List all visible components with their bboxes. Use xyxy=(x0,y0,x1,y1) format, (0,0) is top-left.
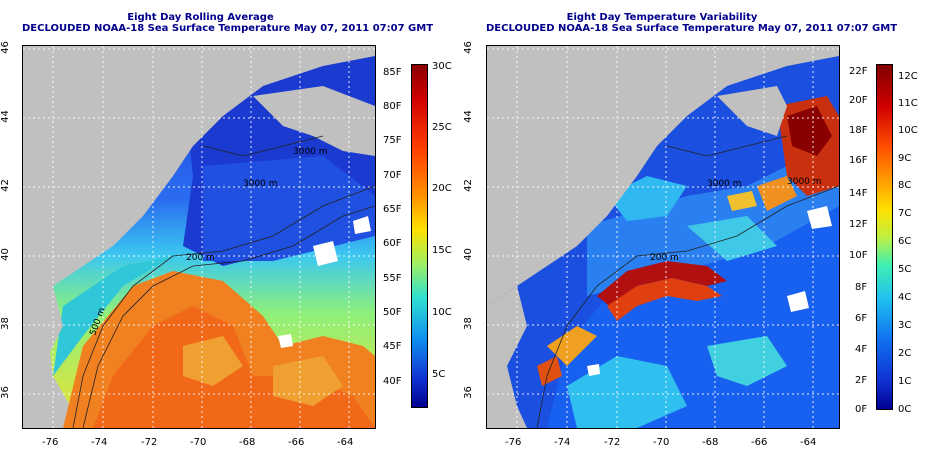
left-cb-f-9: 40F xyxy=(383,376,402,387)
left-cb-c-1: 25C xyxy=(432,122,452,133)
right-cb-c-5: 7C xyxy=(898,208,912,219)
left-title-line1: Eight Day Rolling Average xyxy=(127,12,274,23)
left-contour-3000m-b: 3000 m xyxy=(293,147,328,157)
left-xtick-0: -76 xyxy=(42,437,59,448)
left-cb-f-6: 55F xyxy=(383,273,402,284)
right-ytick-3: 40 xyxy=(462,248,474,261)
left-cb-c-2: 20C xyxy=(432,183,452,194)
right-cb-f-3: 16F xyxy=(849,155,868,166)
right-ytick-1: 44 xyxy=(462,110,474,123)
right-cb-f-4: 14F xyxy=(849,188,868,199)
left-colorbar xyxy=(411,64,428,408)
left-sst-map: 200 m 3000 m 3000 m 500 m xyxy=(22,45,376,429)
right-cb-c-1: 11C xyxy=(898,98,918,109)
right-ytick-0: 46 xyxy=(462,41,474,54)
left-cb-c-3: 15C xyxy=(432,245,452,256)
left-cb-f-0: 85F xyxy=(383,67,402,78)
right-title-line2: DECLOUDED NOAA-18 Sea Surface Temperatur… xyxy=(486,23,898,34)
left-cb-f-3: 70F xyxy=(383,170,402,181)
right-cb-c-11: 1C xyxy=(898,376,912,387)
right-cb-f-8: 6F xyxy=(855,313,868,324)
left-cb-c-0: 30C xyxy=(432,61,452,72)
left-contour-3000m-a: 3000 m xyxy=(243,179,278,189)
right-title: Eight Day Temperature Variability DECLOU… xyxy=(486,12,898,34)
left-title-line2: DECLOUDED NOAA-18 Sea Surface Temperatur… xyxy=(22,23,434,34)
right-xtick-1: -74 xyxy=(554,437,571,448)
right-variability-map: 200 m 3000 m 3000 m xyxy=(486,45,840,429)
right-cb-c-2: 10C xyxy=(898,125,918,136)
right-cb-c-12: 0C xyxy=(898,404,912,415)
left-contour-200m: 200 m xyxy=(186,253,215,263)
left-cb-f-2: 75F xyxy=(383,135,402,146)
right-ytick-2: 42 xyxy=(462,179,474,192)
right-cb-f-2: 18F xyxy=(849,125,868,136)
left-xtick-6: -64 xyxy=(337,437,354,448)
right-cb-f-7: 8F xyxy=(855,282,868,293)
left-cb-c-4: 10C xyxy=(432,307,452,318)
right-cb-f-10: 2F xyxy=(855,375,868,386)
right-cb-c-7: 5C xyxy=(898,264,912,275)
right-xtick-0: -76 xyxy=(505,437,522,448)
right-xtick-4: -68 xyxy=(702,437,719,448)
right-cb-f-11: 0F xyxy=(855,404,868,415)
right-xtick-5: -66 xyxy=(751,437,768,448)
right-contour-3000m-a: 3000 m xyxy=(707,179,742,189)
right-cb-c-10: 2C xyxy=(898,348,912,359)
left-xtick-1: -74 xyxy=(91,437,108,448)
right-xtick-6: -64 xyxy=(800,437,817,448)
right-title-line1: Eight Day Temperature Variability xyxy=(566,12,758,23)
right-ytick-5: 36 xyxy=(462,386,474,399)
left-ytick-4: 38 xyxy=(0,317,11,330)
right-ytick-4: 38 xyxy=(462,317,474,330)
right-xtick-2: -72 xyxy=(604,437,621,448)
left-ytick-2: 42 xyxy=(0,179,11,192)
right-cb-c-0: 12C xyxy=(898,71,918,82)
left-xtick-5: -66 xyxy=(288,437,305,448)
right-cb-f-5: 12F xyxy=(849,219,868,230)
right-cb-c-6: 6C xyxy=(898,236,912,247)
left-ytick-1: 44 xyxy=(0,110,11,123)
right-cb-f-1: 20F xyxy=(849,95,868,106)
left-ytick-3: 40 xyxy=(0,248,11,261)
right-cb-c-9: 3C xyxy=(898,320,912,331)
right-xtick-3: -70 xyxy=(653,437,670,448)
left-xtick-2: -72 xyxy=(141,437,158,448)
left-cb-f-5: 60F xyxy=(383,238,402,249)
left-ytick-0: 46 xyxy=(0,41,11,54)
left-cb-f-1: 80F xyxy=(383,101,402,112)
right-contour-200m: 200 m xyxy=(650,253,679,263)
right-contour-3000m-b: 3000 m xyxy=(787,177,822,187)
right-cb-f-0: 22F xyxy=(849,66,868,77)
left-xtick-4: -68 xyxy=(239,437,256,448)
left-title: Eight Day Rolling Average DECLOUDED NOAA… xyxy=(22,12,434,34)
right-colorbar xyxy=(876,64,893,410)
left-cb-f-7: 50F xyxy=(383,307,402,318)
right-cb-c-3: 9C xyxy=(898,153,912,164)
left-cb-f-8: 45F xyxy=(383,341,402,352)
left-cb-f-4: 65F xyxy=(383,204,402,215)
left-cb-c-5: 5C xyxy=(432,369,446,380)
right-cb-c-8: 4C xyxy=(898,292,912,303)
right-cb-f-6: 10F xyxy=(849,250,868,261)
left-ytick-5: 36 xyxy=(0,386,11,399)
left-xtick-3: -70 xyxy=(190,437,207,448)
right-cb-f-9: 4F xyxy=(855,344,868,355)
right-cb-c-4: 8C xyxy=(898,180,912,191)
